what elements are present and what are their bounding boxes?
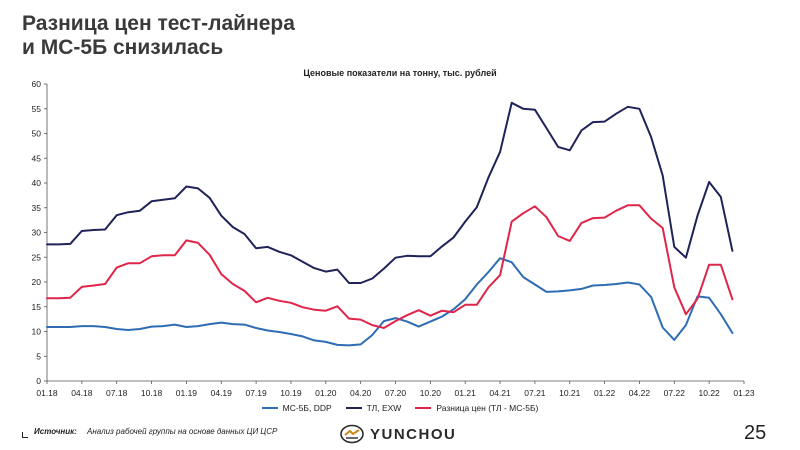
slide-title: Разница цен тест-лайнера и МС-5Б снизила…	[22, 12, 295, 60]
y-tick-label: 10	[32, 327, 42, 337]
source-note: Источник: Анализ рабочей группы на основ…	[34, 427, 277, 436]
chart-title: Ценовые показатели на тонну, тыс. рублей	[303, 68, 497, 78]
x-tick-label: 10.19	[280, 388, 302, 398]
x-tick-label: 07.18	[106, 388, 128, 398]
chart-axes: 0 5 10 15 20 25 30 35 40 45 50 55 60 01.18 04.18 07.18 1…	[32, 79, 755, 398]
logo-text: YUNCHOU	[370, 425, 457, 443]
legend-label: МС-5Б, DDP	[282, 403, 332, 413]
legend-swatch	[415, 407, 432, 409]
x-tick-label: 07.19	[245, 388, 267, 398]
chart-legend: МС-5Б, DDP ТЛ, EXW Разница цен (ТЛ - МС-5Б…	[0, 403, 800, 413]
x-tick-label: 07.20	[385, 388, 407, 398]
x-tick-label: 07.21	[524, 388, 546, 398]
legend-swatch	[261, 407, 278, 409]
y-tick-label: 55	[32, 104, 42, 114]
legend-swatch	[345, 407, 362, 409]
y-tick-label: 40	[32, 178, 42, 188]
series-line-2	[46, 101, 734, 284]
y-tick-label: 30	[32, 228, 42, 238]
slide-title-line-2: и МС-5Б снизилась	[22, 36, 224, 59]
x-tick-label: 07.22	[664, 388, 686, 398]
legend-item-3: Разница цен (ТЛ - МС-5Б)	[415, 403, 538, 413]
chart-series	[46, 101, 734, 347]
series-line-1	[46, 257, 734, 347]
x-tick-label: 04.20	[350, 388, 372, 398]
x-tick-label: 04.19	[211, 388, 233, 398]
x-tick-label: 01.21	[455, 388, 477, 398]
slide-title-line-1: Разница цен тест-лайнера	[22, 12, 295, 35]
y-tick-label: 50	[32, 129, 42, 139]
y-tick-label: 25	[32, 252, 42, 262]
x-tick-label: 10.21	[559, 388, 581, 398]
legend-label: ТЛ, EXW	[366, 403, 402, 413]
source-label: Источник:	[34, 427, 77, 436]
legend-item-2: ТЛ, EXW	[345, 403, 402, 413]
y-tick-label: 35	[32, 203, 42, 213]
x-tick-label: 01.22	[594, 388, 616, 398]
company-logo: YUNCHOU	[340, 424, 456, 444]
x-tick-label: 04.22	[629, 388, 651, 398]
y-tick-label: 0	[36, 376, 41, 386]
x-tick-label: 10.20	[420, 388, 442, 398]
legend-item-1: МС-5Б, DDP	[261, 403, 332, 413]
page-number: 25	[744, 422, 767, 444]
x-tick-label: 01.20	[315, 388, 337, 398]
source-text: Анализ рабочей группы на основе данных Ц…	[87, 427, 278, 436]
series-line-3	[46, 204, 734, 329]
x-tick-label: 04.21	[489, 388, 511, 398]
y-tick-label: 5	[36, 351, 41, 361]
x-tick-label: 04.18	[71, 388, 93, 398]
x-tick-label: 10.22	[699, 388, 721, 398]
logo-icon	[340, 424, 364, 444]
legend-label: Разница цен (ТЛ - МС-5Б)	[436, 403, 539, 413]
y-tick-label: 45	[32, 153, 42, 163]
corner-mark	[22, 432, 28, 438]
x-tick-label: 01.23	[733, 388, 755, 398]
x-tick-label: 01.19	[176, 388, 198, 398]
y-tick-label: 60	[32, 79, 42, 89]
x-tick-label: 01.18	[36, 388, 58, 398]
x-tick-label: 10.18	[141, 388, 163, 398]
y-tick-label: 20	[32, 277, 42, 287]
y-tick-label: 15	[32, 302, 42, 312]
